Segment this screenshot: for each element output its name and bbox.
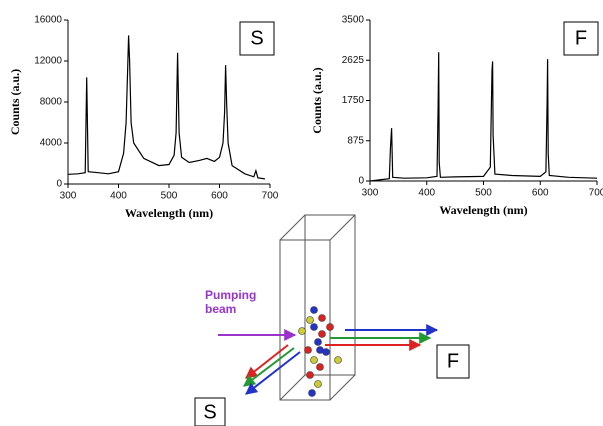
x-tick-label: 600 [211, 191, 228, 202]
annotation-box [239, 21, 275, 56]
forward-label: F [447, 350, 459, 372]
pump-label: Pumping beam [205, 288, 256, 316]
y-tick-label: 8000 [40, 97, 63, 108]
y-tick-label: 2625 [342, 55, 365, 66]
cuvette [279, 214, 356, 401]
y-tick-label: 12000 [34, 56, 62, 67]
x-tick-label: 600 [532, 188, 549, 199]
y-tick-label: 0 [358, 176, 364, 187]
y-tick-label: 3500 [342, 15, 365, 26]
particles [298, 306, 342, 397]
spectrum-line [369, 52, 598, 182]
y-axis-label: Counts (a.u.) [310, 67, 324, 133]
x-tick-label: 300 [362, 188, 379, 199]
x-tick-label: 700 [589, 188, 603, 199]
chart: 0 4000 8000 12000 16000 300 400 500 600 700 Wavele… [8, 15, 279, 220]
chart: 0 875 1750 2625 3500 300 400 500 600 700 Wavelengt… [310, 15, 603, 217]
x-tick-label: 400 [418, 188, 435, 199]
s-box [194, 397, 226, 426]
y-tick-label: 16000 [34, 15, 62, 26]
y-tick-label: 0 [56, 179, 62, 190]
x-tick-label: 300 [60, 191, 77, 202]
x-tick-label: 500 [475, 188, 492, 199]
x-tick-label: 400 [110, 191, 127, 202]
side-label: S [203, 401, 216, 423]
y-axis-label: Counts (a.u.) [8, 69, 22, 135]
y-tick-label: 875 [347, 135, 364, 146]
annotation: S [250, 27, 263, 49]
x-axis-label: Wavelength (nm) [439, 203, 527, 217]
y-tick-label: 1750 [342, 95, 365, 106]
diagram: Pumping beam F S [194, 214, 470, 426]
f-box [436, 344, 470, 379]
x-axis-label: Wavelength (nm) [125, 206, 213, 220]
arrows [218, 324, 439, 395]
annotation-box [563, 21, 599, 56]
x-tick-label: 700 [262, 191, 279, 202]
annotation: F [575, 27, 587, 49]
y-tick-label: 4000 [40, 138, 63, 149]
spectrum-line [67, 35, 265, 180]
x-tick-label: 500 [161, 191, 178, 202]
